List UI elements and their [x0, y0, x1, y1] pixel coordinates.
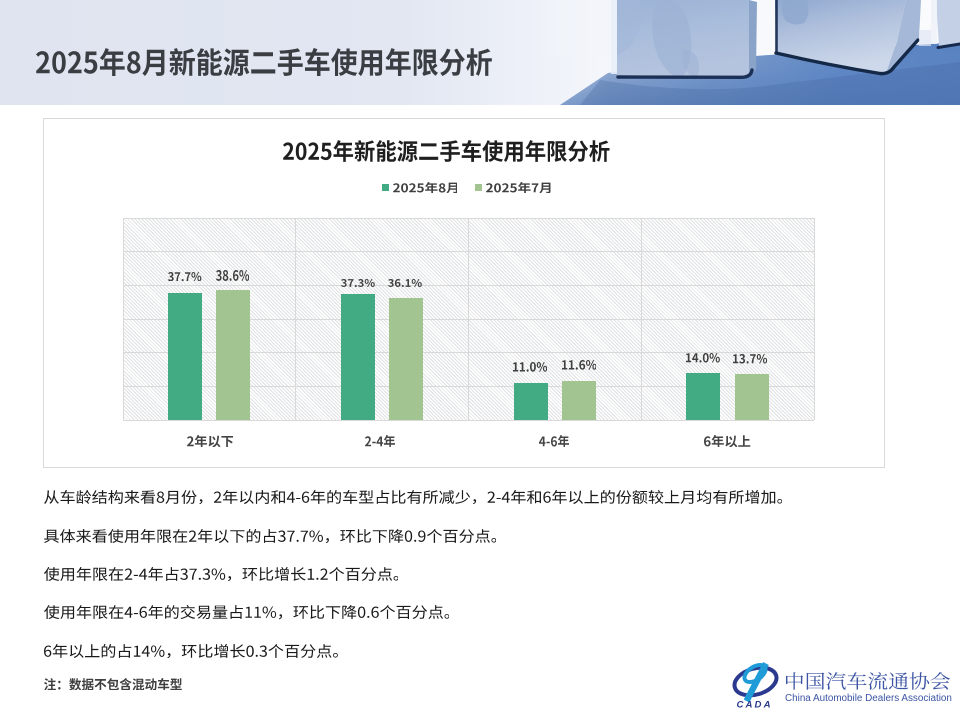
svg-text:CADA: CADA: [737, 699, 773, 710]
